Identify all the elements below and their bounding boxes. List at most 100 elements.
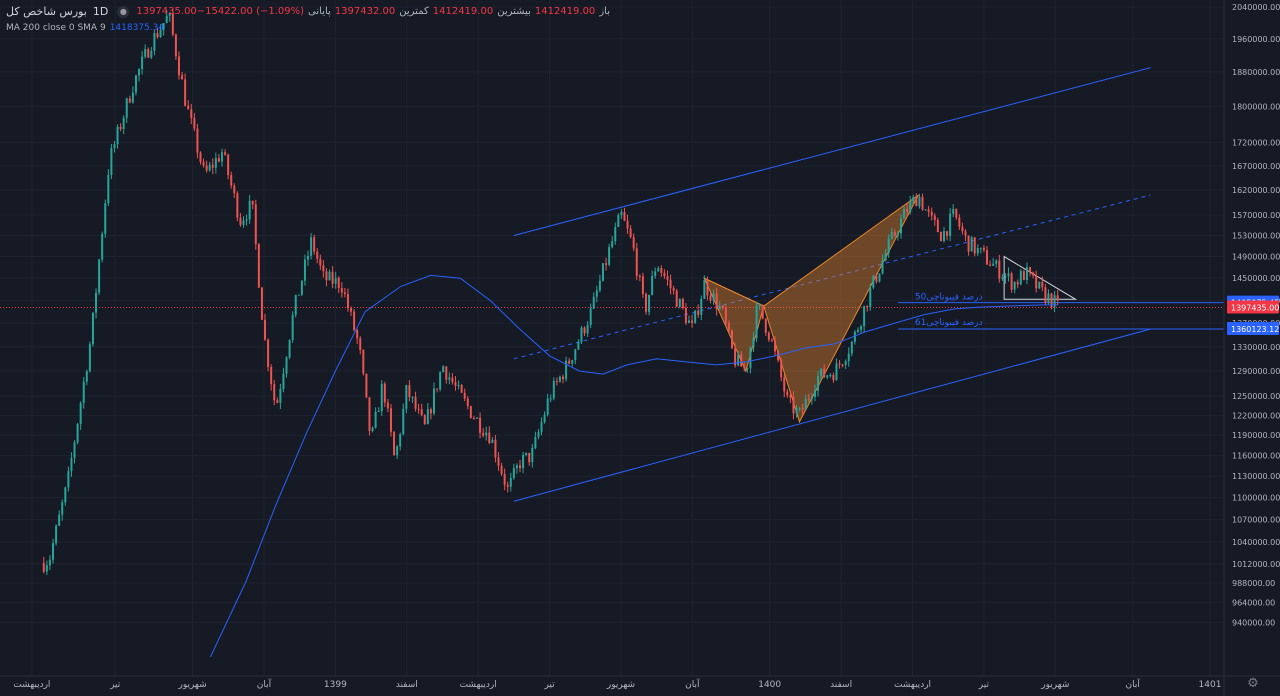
candle: [755, 301, 758, 343]
candle-body: [119, 126, 122, 130]
candle: [402, 403, 405, 436]
candle-body: [365, 373, 368, 398]
candle-body: [224, 152, 227, 155]
candle-body: [995, 260, 998, 264]
candle: [967, 235, 970, 256]
candle-body: [850, 341, 853, 354]
candle-body: [712, 293, 715, 301]
candle-body: [764, 318, 767, 333]
settings-gear-icon[interactable]: ⚙: [1247, 676, 1259, 691]
candle: [614, 222, 617, 245]
candle: [644, 292, 647, 315]
candle-body: [943, 231, 946, 242]
candle: [540, 417, 543, 436]
candle: [912, 194, 915, 205]
candle: [1032, 271, 1035, 279]
time-tick-label: اردیبهشت: [894, 680, 931, 690]
candle-body: [641, 276, 644, 294]
candle-body: [571, 360, 574, 364]
candle-body: [752, 337, 755, 348]
candle-body: [285, 357, 288, 374]
eye-icon[interactable]: ●: [117, 6, 130, 18]
candle-body: [52, 543, 55, 560]
candle: [998, 254, 1001, 283]
candle-body: [439, 372, 442, 390]
candle-body: [998, 260, 1001, 279]
candle: [924, 208, 927, 211]
candle-body: [138, 68, 141, 76]
candle-body: [393, 431, 396, 456]
candle: [414, 391, 417, 412]
candle-body: [531, 447, 534, 463]
candle-body: [543, 414, 546, 423]
candle: [217, 153, 220, 163]
time-tick-label: شهریور: [1040, 680, 1069, 690]
candle-body: [813, 390, 816, 397]
candle-body: [608, 247, 611, 265]
candle: [485, 426, 488, 441]
timeframe-label[interactable]: 1D: [92, 5, 109, 18]
candle-body: [718, 305, 721, 310]
candle-body: [362, 349, 365, 374]
candle: [820, 368, 823, 381]
candles: [42, 8, 1059, 576]
time-tick-label: شهریور: [606, 680, 635, 690]
candle-body: [774, 340, 777, 352]
candle: [979, 247, 982, 254]
candle: [1025, 262, 1028, 285]
candle-body: [346, 294, 349, 309]
candle: [632, 233, 635, 252]
candle: [236, 191, 239, 222]
candle-body: [45, 565, 48, 572]
change-value: 1397435.00−15422.00 (−1.09%): [136, 6, 305, 17]
candle: [389, 403, 392, 437]
price-tick-label: 1040000.00: [1232, 538, 1280, 547]
price-tick-label: 1620000.00: [1232, 186, 1280, 195]
candle-body: [657, 268, 660, 272]
candle: [181, 72, 184, 80]
candle: [503, 468, 506, 491]
candle: [393, 431, 396, 456]
candle: [227, 153, 230, 180]
candle-body: [703, 280, 706, 299]
candle-body: [1022, 271, 1025, 281]
symbol-title[interactable]: بورس شاخص کل: [6, 5, 87, 18]
price-tick-label: 988000.00: [1232, 579, 1275, 588]
candle-body: [694, 310, 697, 323]
candle: [992, 257, 995, 266]
candle: [171, 8, 174, 37]
low-label: کمترین: [399, 6, 429, 17]
candle: [439, 371, 442, 392]
price-tick-label: 1720000.00: [1232, 139, 1280, 148]
candle: [184, 73, 187, 107]
candle: [906, 202, 909, 217]
candle-body: [903, 208, 906, 219]
candle: [512, 463, 515, 480]
ma-legend[interactable]: MA 200 close 0 SMA 9 1418375.34: [6, 21, 164, 35]
candle-body: [509, 477, 512, 487]
candle: [927, 205, 930, 217]
candle: [1035, 270, 1038, 293]
candle: [915, 193, 918, 207]
candle: [359, 336, 362, 355]
candle-body: [479, 417, 482, 433]
candle: [396, 445, 399, 459]
candle-body: [866, 305, 869, 308]
candle-body: [451, 377, 454, 383]
candle-body: [445, 366, 448, 380]
candle: [893, 229, 896, 238]
candle-body: [67, 471, 70, 488]
candle-body: [150, 50, 153, 58]
candle-body: [617, 215, 620, 227]
candle: [383, 381, 386, 408]
candle: [288, 339, 291, 360]
candle-body: [55, 525, 58, 544]
price-tick-label: 1160000.00: [1232, 451, 1280, 460]
candle-body: [856, 329, 859, 332]
candle-body: [91, 312, 94, 345]
price-tag-current-bg: [1227, 300, 1279, 314]
candle: [903, 205, 906, 219]
candle-body: [979, 247, 982, 249]
candle-body: [746, 368, 749, 370]
